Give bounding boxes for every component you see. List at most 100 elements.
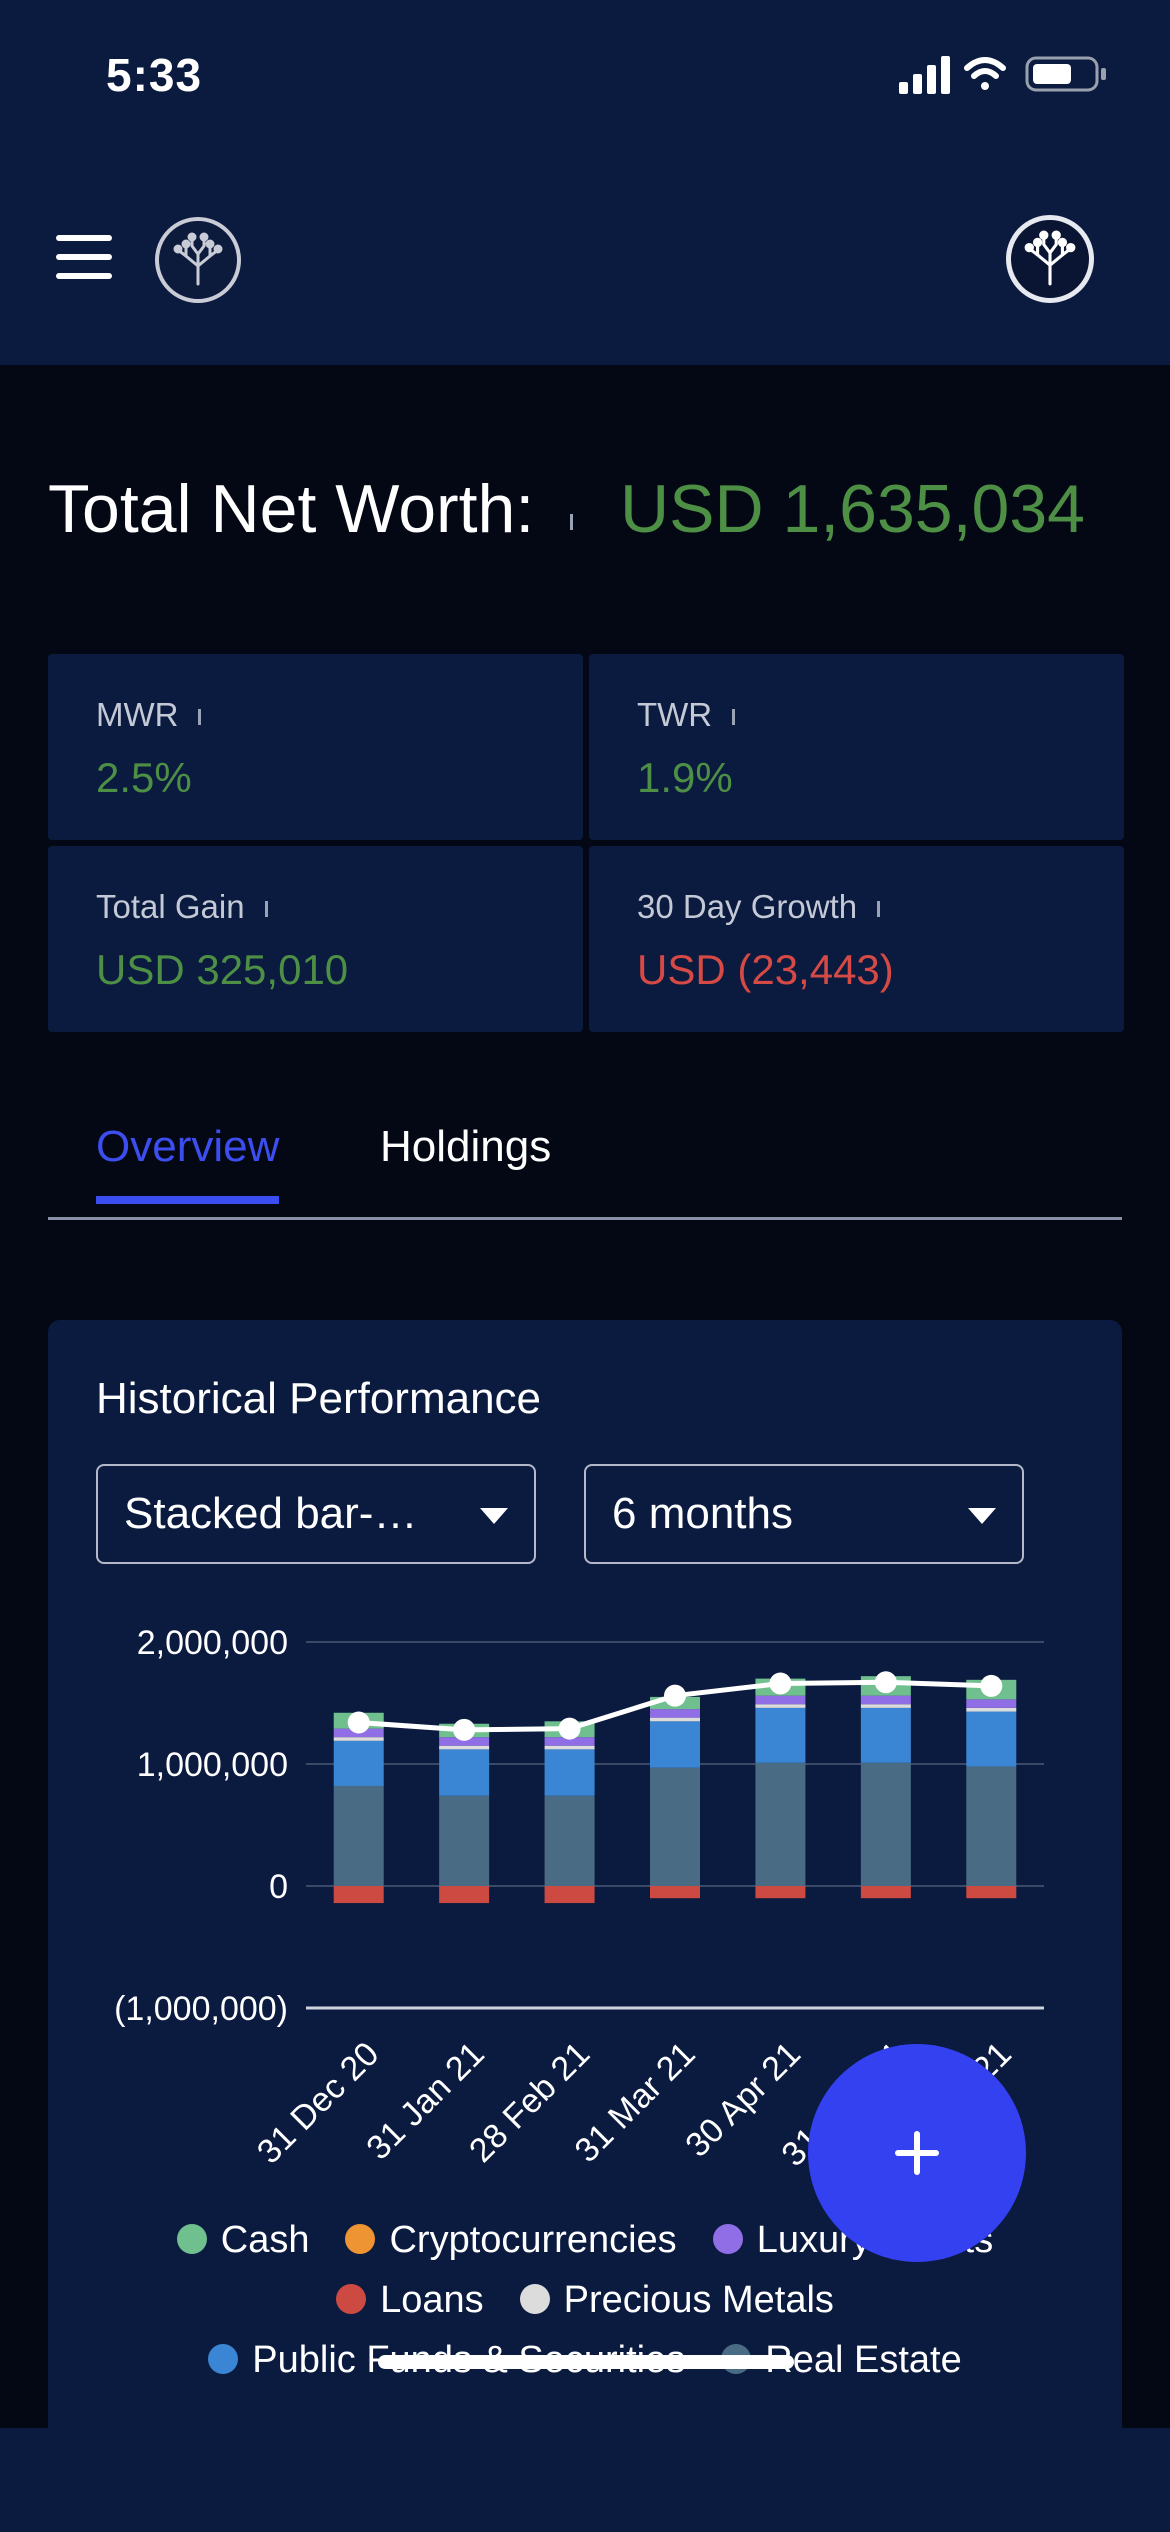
bottom-bar (0, 2428, 1170, 2532)
tab-holdings[interactable]: Holdings (380, 1122, 552, 1171)
bar-segment-real-estate (755, 1762, 806, 1886)
y-tick-label: (1,000,000) (114, 1990, 288, 2028)
time-range-select[interactable]: 6 months (584, 1464, 1024, 1564)
hamburger-menu-icon[interactable] (56, 235, 112, 279)
total-gain-info-icon[interactable] (264, 901, 268, 918)
growth-info-icon[interactable] (877, 901, 881, 918)
bar-segment-public-funds-securities (439, 1749, 490, 1796)
net-worth-value: USD 1,635,034 (620, 471, 1085, 547)
net-worth-point (664, 1684, 686, 1707)
net-worth-label: Total Net Worth: (48, 471, 535, 547)
mwr-info-icon[interactable] (198, 709, 202, 726)
wifi-icon (964, 57, 1006, 90)
bar-segment-luxury-assets (650, 1709, 700, 1718)
stat-card-twr: TWR 1.9% (589, 654, 1124, 840)
bar-segment-luxury-assets (544, 1737, 595, 1746)
net-worth-point (558, 1717, 581, 1740)
stat-label-30-day-growth: 30 Day Growth (637, 888, 858, 925)
stat-label-mwr: MWR (96, 696, 179, 733)
chart-type-select-value: Stacked bar-… (124, 1489, 418, 1538)
bar-segment-loans (650, 1886, 700, 1899)
profile-logo-icon[interactable] (1006, 215, 1094, 303)
legend-item[interactable]: Precious Metals (519, 2270, 834, 2330)
legend-label: Loans (380, 2279, 484, 2321)
bar-segment-precious-metals (650, 1717, 700, 1722)
status-time: 5:33 (106, 49, 203, 101)
bar-segment-precious-metals (333, 1737, 384, 1741)
legend-dot (176, 2223, 207, 2254)
net-worth-info-icon[interactable] (570, 514, 573, 530)
chart-type-select[interactable]: Stacked bar-… (96, 1464, 536, 1564)
time-range-select-value: 6 months (612, 1489, 793, 1538)
bar-segment-precious-metals (860, 1704, 911, 1708)
bar-segment-public-funds-securities (650, 1721, 700, 1768)
net-worth-point (347, 1711, 370, 1734)
bar-segment-public-funds-securities (860, 1707, 911, 1763)
x-tick-label: 31 Dec 20 (250, 2035, 386, 2171)
bar-segment-precious-metals (439, 1745, 490, 1750)
bar-segment-precious-metals (544, 1745, 595, 1750)
stat-value-mwr: 2.5% (96, 754, 192, 801)
legend-item[interactable]: Real Estate (721, 2330, 962, 2390)
bar-segment-precious-metals (755, 1704, 806, 1708)
bar-segment-public-funds-securities (333, 1740, 384, 1786)
add-button[interactable] (808, 2044, 1026, 2262)
bar-segment-luxury-assets (860, 1695, 911, 1705)
home-indicator (378, 2355, 794, 2369)
legend-label: Cryptocurrencies (389, 2219, 677, 2261)
bar-segment-public-funds-securities (966, 1711, 1017, 1767)
bar-segment-precious-metals (966, 1707, 1017, 1712)
stat-value-twr: 1.9% (637, 754, 733, 801)
legend-label: Cash (220, 2219, 310, 2261)
stats-grid: MWR 2.5% TWR 1.9% Total Gain USD 325,010… (48, 654, 1124, 1032)
legend-row: Loans Precious Metals (48, 2270, 1122, 2330)
legend-label: Real Estate (765, 2339, 962, 2381)
bar-segment-luxury-assets (966, 1699, 1017, 1708)
status-bar: 5:33 (0, 0, 1170, 145)
bar-segment-luxury-assets (439, 1737, 490, 1746)
bar-segment-real-estate (544, 1795, 595, 1886)
bar-segment-real-estate (650, 1767, 700, 1886)
legend-dot (519, 2283, 550, 2314)
y-tick-label: 2,000,000 (137, 1624, 288, 1662)
stat-card-mwr: MWR 2.5% (48, 654, 583, 840)
legend-item[interactable]: Loans (336, 2270, 484, 2330)
bar-segment-real-estate (439, 1795, 490, 1886)
plus-icon (895, 2131, 939, 2175)
net-worth-point (453, 1718, 476, 1741)
y-tick-label: 1,000,000 (137, 1746, 288, 1784)
legend-dot (336, 2283, 367, 2314)
bar-segment-real-estate (860, 1762, 911, 1886)
stat-value-30-day-growth: USD (23,443) (637, 946, 894, 993)
net-worth-point (769, 1672, 792, 1695)
legend-label: Precious Metals (563, 2279, 834, 2321)
bar-segment-loans (860, 1886, 911, 1899)
legend-item[interactable]: Cash (176, 2210, 310, 2270)
tree-logo-icon[interactable] (155, 217, 241, 303)
legend-dot (345, 2223, 376, 2254)
stat-value-total-gain: USD 325,010 (96, 946, 349, 993)
bar-segment-loans (755, 1886, 806, 1899)
status-icons (899, 54, 1114, 94)
tab-overview[interactable]: Overview (96, 1122, 280, 1204)
bar-segment-public-funds-securities (755, 1707, 806, 1763)
bar-segment-public-funds-securities (544, 1749, 595, 1796)
battery-icon (1025, 56, 1106, 92)
cellular-signal-icon (899, 56, 950, 94)
y-tick-label: 0 (269, 1868, 288, 1906)
legend-item[interactable]: Cryptocurrencies (345, 2210, 677, 2270)
stat-card-total-gain: Total Gain USD 325,010 (48, 846, 583, 1032)
bar-segment-loans (333, 1886, 384, 1904)
net-worth-point (980, 1674, 1003, 1697)
net-worth-point (874, 1671, 897, 1694)
bar-segment-real-estate (966, 1766, 1017, 1886)
tab-bar: Overview Holdings (48, 1090, 1122, 1220)
twr-info-icon[interactable] (732, 709, 736, 726)
historical-performance-title: Historical Performance (96, 1374, 542, 1423)
stat-label-total-gain: Total Gain (96, 888, 245, 925)
legend-dot (208, 2343, 239, 2374)
legend-dot (712, 2223, 743, 2254)
bar-segment-luxury-assets (755, 1695, 806, 1705)
